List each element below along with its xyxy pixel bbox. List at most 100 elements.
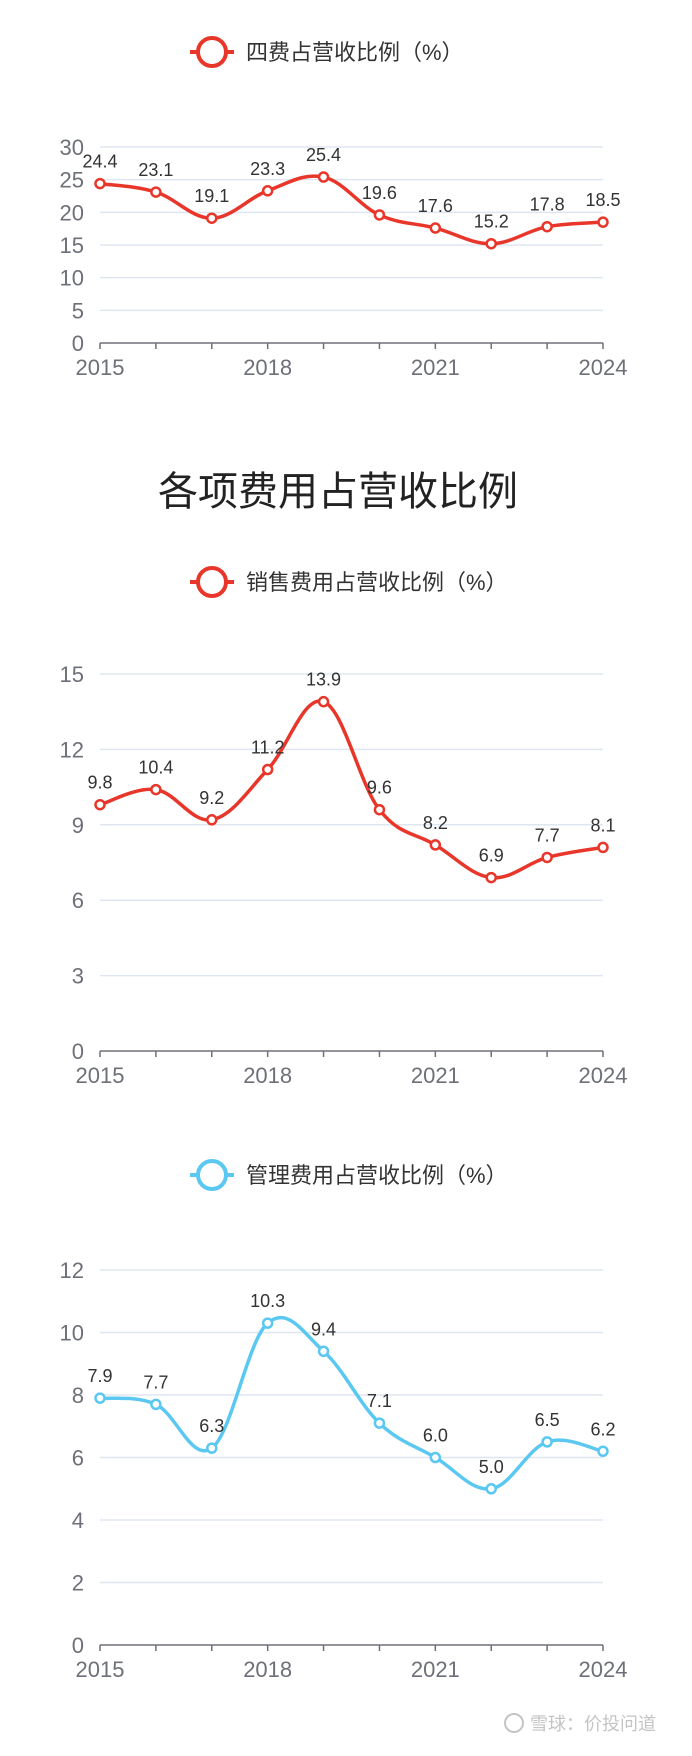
chart-2-data-label: 6.0 [423, 1426, 448, 1446]
chart-0-data-point[interactable] [429, 222, 442, 234]
chart-0-data-label: 23.3 [250, 159, 285, 179]
chart-0-data-label: 24.4 [82, 152, 117, 172]
chart-1-x-tick-label: 2024 [579, 1063, 628, 1088]
chart-0-data-label: 17.6 [418, 196, 453, 216]
chart-2-data-point[interactable] [94, 1392, 106, 1404]
chart-1-data-point[interactable] [485, 871, 497, 884]
chart-1-legend[interactable]: 销售费用占营收比例（%） [190, 566, 508, 598]
chart-2-y-tick-label: 6 [72, 1446, 84, 1471]
chart-1-legend-marker-icon [196, 566, 228, 598]
chart-1-data-point[interactable] [206, 814, 218, 826]
chart-2-data-point[interactable] [373, 1417, 386, 1429]
snowball-logo-icon [504, 1713, 524, 1733]
chart-2-series-line [98, 1315, 605, 1491]
chart-2-data-label: 7.1 [367, 1391, 392, 1411]
chart-0-data-point[interactable] [317, 171, 330, 183]
chart-1-y-tick-label: 0 [72, 1039, 84, 1064]
chart-0-y-tick-label: 10 [60, 266, 84, 291]
chart-0-data-point[interactable] [94, 177, 106, 190]
chart-1-legend-label: 销售费用占营收比例（%） [246, 570, 508, 595]
chart-2-data-point[interactable] [206, 1442, 218, 1454]
watermark-text: 雪球：价投问道 [530, 1714, 656, 1734]
chart-2-data-point[interactable] [317, 1345, 330, 1357]
chart-1-data-point[interactable] [541, 851, 553, 864]
chart-1-data-point[interactable] [429, 839, 442, 851]
chart-2-data-label: 5.0 [479, 1457, 504, 1477]
chart-2-x-tick-label: 2021 [411, 1657, 460, 1682]
chart-0-legend[interactable]: 四费占营收比例（%） [190, 36, 464, 68]
chart-1-data-point[interactable] [261, 763, 274, 776]
chart-0-data-point[interactable] [541, 220, 553, 233]
chart-0-y-tick-label: 5 [72, 298, 84, 323]
chart-2-data-point[interactable] [485, 1483, 497, 1495]
chart-0-data-point[interactable] [373, 209, 386, 221]
chart-1-data-label: 9.6 [367, 778, 392, 798]
chart-0-data-label: 25.4 [306, 145, 341, 165]
watermark: 雪球：价投问道 [504, 1713, 656, 1734]
chart-2-data-label: 9.4 [311, 1319, 336, 1339]
chart-1-data-label: 9.8 [87, 773, 112, 793]
chart-2-data-point[interactable] [597, 1445, 609, 1457]
chart-2-legend-marker-icon [196, 1159, 228, 1191]
chart-1-data-point[interactable] [94, 798, 106, 811]
chart-2-data-label: 6.5 [535, 1410, 560, 1430]
chart-1-data-label: 7.7 [535, 825, 560, 845]
chart-1-y-tick-label: 6 [72, 888, 84, 913]
chart-1-x-tick-label: 2015 [76, 1063, 125, 1088]
chart-2-legend-label: 管理费用占营收比例（%） [246, 1163, 508, 1188]
chart-1-data-label: 13.9 [306, 670, 341, 690]
chart-0-y-tick-label: 25 [60, 168, 84, 193]
chart-0-data-label: 15.2 [474, 212, 509, 232]
chart-admin-expense-ratio: 管理费用占营收比例（%） 0 2 4 6 8 10 12 2015 2018 2021 2024 7.9… [60, 1159, 628, 1682]
chart-2-y-tick-label: 10 [60, 1321, 84, 1346]
chart-1-data-label: 9.2 [199, 788, 224, 808]
chart-1-data-point[interactable] [373, 803, 386, 816]
chart-1-y-tick-label: 3 [72, 964, 84, 989]
chart-2-legend[interactable]: 管理费用占营收比例（%） [190, 1159, 508, 1191]
chart-2-data-label: 6.2 [590, 1419, 615, 1439]
chart-0-y-tick-label: 20 [60, 200, 84, 225]
chart-2-y-tick-label: 2 [72, 1571, 84, 1596]
chart-0-x-tick-label: 2021 [411, 355, 460, 380]
chart-0-data-point[interactable] [485, 237, 497, 250]
chart-2-y-tick-label: 12 [60, 1258, 84, 1283]
chart-0-y-tick-label: 30 [60, 135, 84, 160]
chart-0-legend-marker-icon [196, 36, 228, 68]
chart-2-x-tick-label: 2024 [579, 1657, 628, 1682]
chart-2-data-point[interactable] [541, 1436, 553, 1448]
chart-1-y-tick-label: 12 [60, 737, 84, 762]
chart-2-data-point[interactable] [150, 1398, 162, 1411]
chart-1-data-point[interactable] [317, 695, 330, 708]
chart-0-data-point[interactable] [206, 212, 218, 224]
chart-0-y-tick-label: 0 [72, 331, 84, 356]
chart-1-data-point[interactable] [597, 841, 609, 854]
chart-2-data-point[interactable] [261, 1317, 274, 1329]
chart-2-x-tick-label: 2015 [76, 1657, 125, 1682]
chart-1-y-tick-label: 9 [72, 813, 84, 838]
chart-0-data-point[interactable] [597, 216, 609, 228]
chart-0-data-label: 17.8 [530, 195, 565, 215]
chart-0-y-tick-label: 15 [60, 233, 84, 258]
chart-1-series-line [98, 699, 605, 880]
chart-0-data-point[interactable] [261, 185, 274, 197]
chart-0-data-label: 23.1 [138, 160, 173, 180]
chart-2-y-tick-label: 8 [72, 1383, 84, 1408]
chart-0-data-label: 19.1 [194, 186, 229, 206]
chart-1-data-label: 11.2 [251, 738, 285, 758]
chart-2-data-label: 10.3 [250, 1291, 285, 1311]
chart-total-expense-ratio: 四费占营收比例（%） 0 5 10 15 20 25 30 2015 2018 2021 2024 24… [60, 36, 628, 380]
chart-0-x-tick-label: 2018 [243, 355, 292, 380]
chart-2-data-point[interactable] [429, 1451, 442, 1464]
chart-1-data-label: 8.2 [423, 813, 448, 833]
chart-1-data-point[interactable] [150, 783, 162, 796]
chart-2-y-tick-label: 0 [72, 1633, 84, 1658]
chart-2-x-tick-label: 2018 [243, 1657, 292, 1682]
chart-0-x-tick-label: 2024 [579, 355, 628, 380]
chart-2-y-tick-label: 4 [72, 1508, 84, 1533]
chart-0-data-label: 18.5 [585, 190, 620, 210]
chart-1-x-tick-label: 2021 [411, 1063, 460, 1088]
chart-2-data-label: 6.3 [199, 1416, 224, 1436]
chart-0-data-point[interactable] [150, 186, 162, 198]
chart-1-data-label: 8.1 [590, 815, 615, 835]
